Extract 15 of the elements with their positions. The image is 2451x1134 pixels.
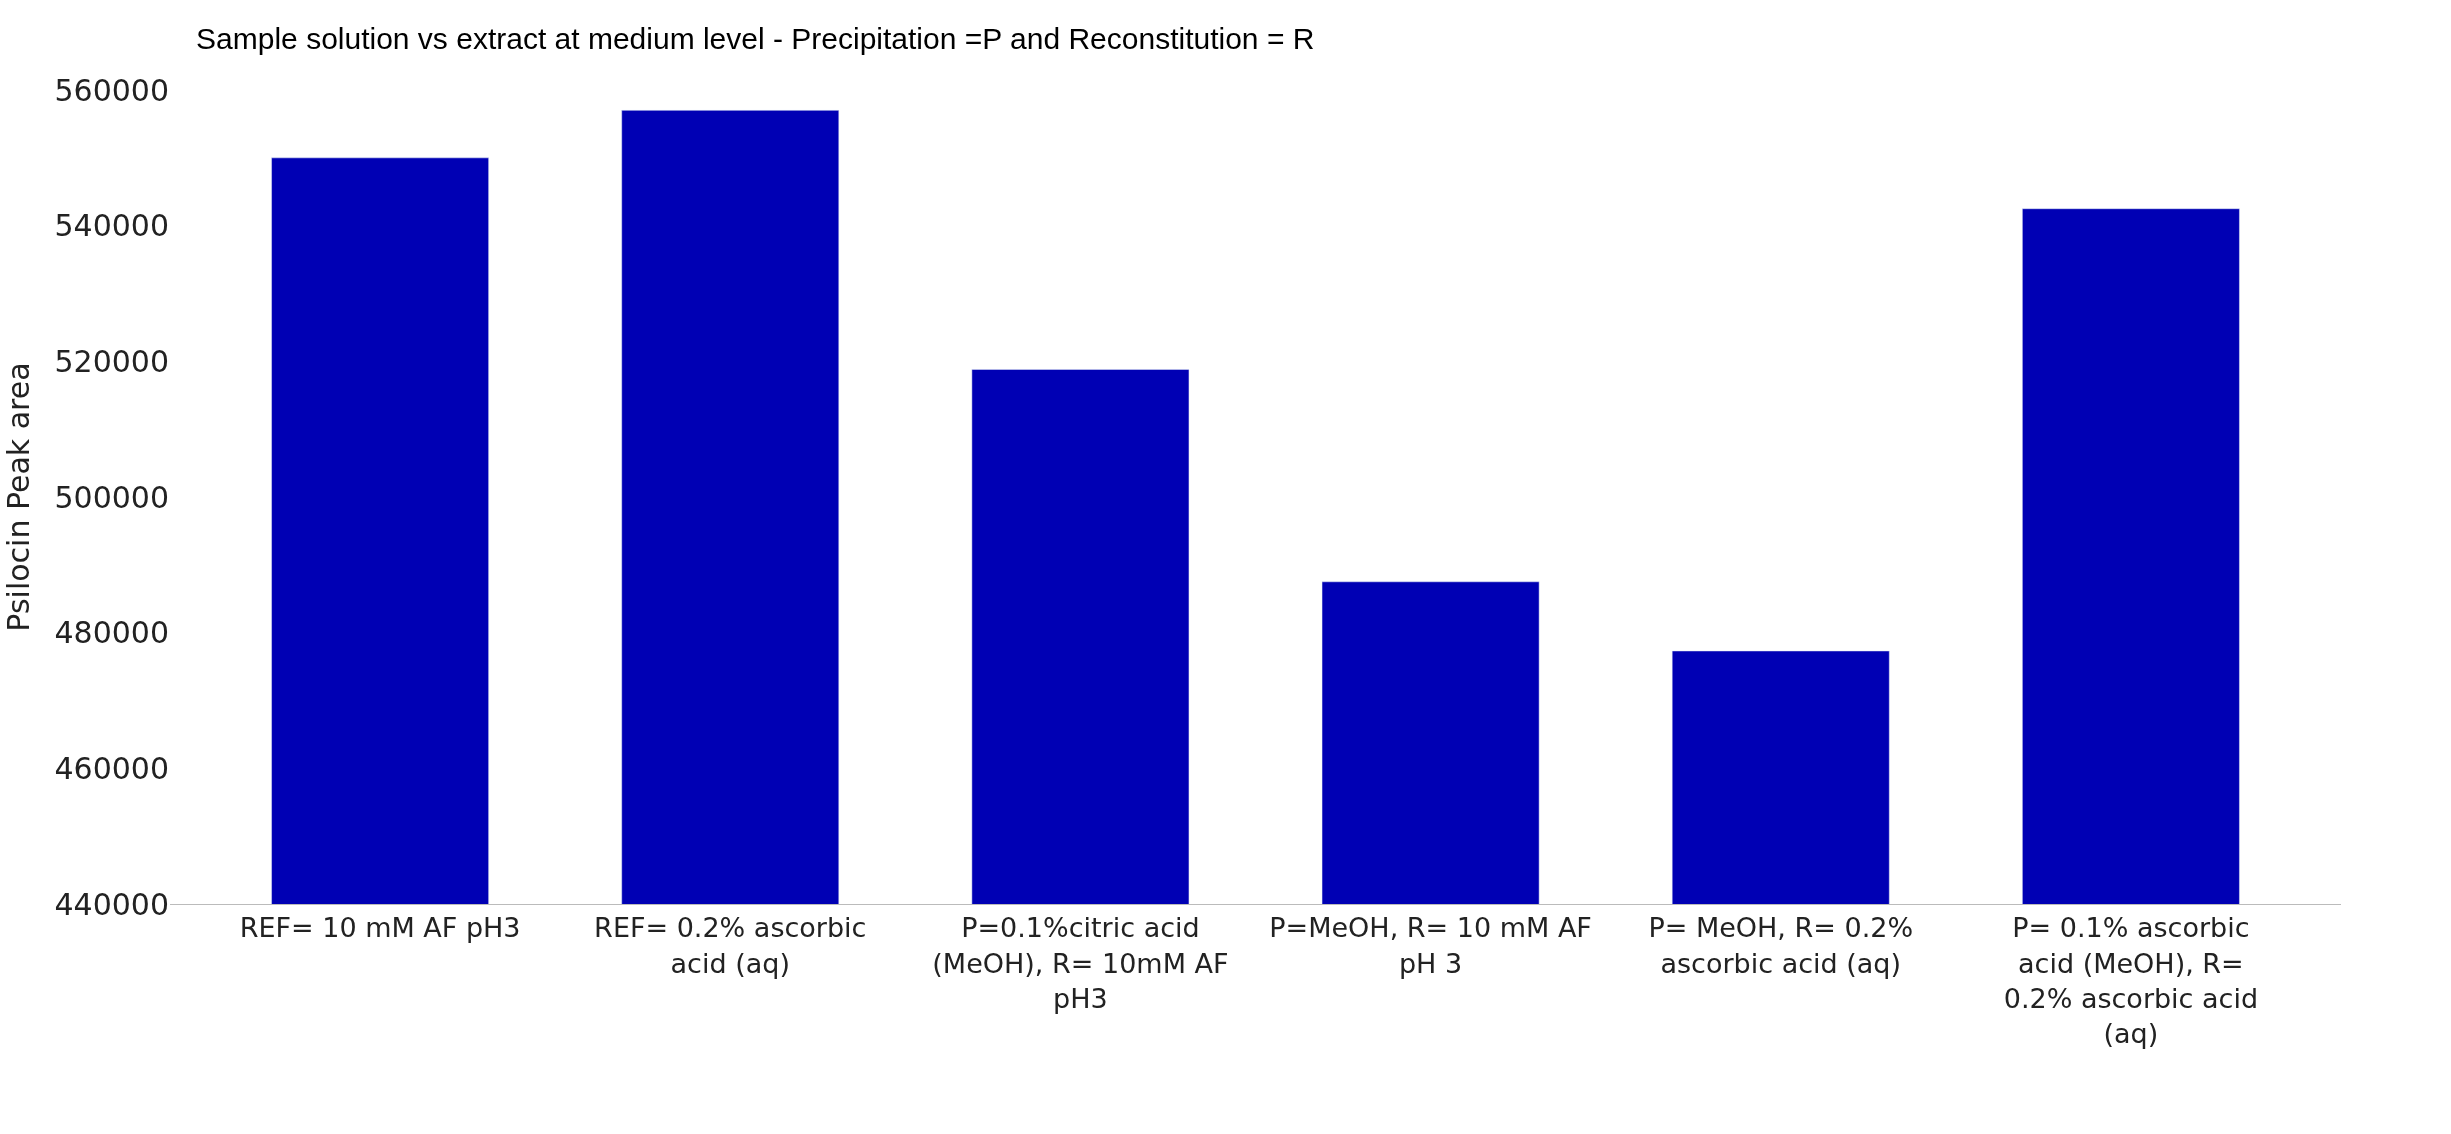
y-tick-label: 540000 [54, 208, 169, 244]
y-tick-label: 460000 [54, 750, 169, 786]
chart-title: Sample solution vs extract at medium level - Precipitation =P and Reconstitution = R [196, 22, 1315, 56]
y-axis-title: Psilocin Peak area [1, 362, 37, 632]
x-tick-label: REF= 0.2% ascorbic acid (aq) [594, 912, 867, 979]
y-tick-label: 440000 [54, 886, 169, 922]
y-tick-label: 520000 [54, 343, 169, 379]
x-tick-label: P=0.1%citric acid (MeOH), R= 10mM AF pH3 [932, 912, 1229, 1014]
x-tick-label: P= 0.1% ascorbic acid (MeOH), R= 0.2% ascorbic acid (aq) [2003, 912, 2259, 1049]
x-tick-label: REF= 10 mM AF pH3 [239, 912, 521, 944]
y-tick-label: 560000 [54, 72, 169, 108]
y-tick-label: 500000 [54, 479, 169, 515]
x-tick-label: P= MeOH, R= 0.2% ascorbic acid (aq) [1648, 912, 1914, 979]
y-tick-label: 480000 [54, 615, 169, 651]
x-tick-label: P=MeOH, R= 10 mM AF pH 3 [1269, 912, 1592, 979]
